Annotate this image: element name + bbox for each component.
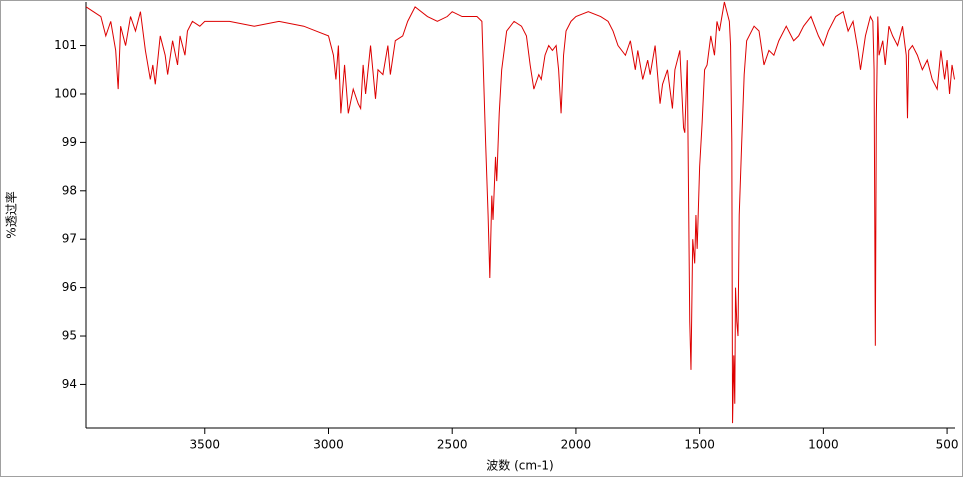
y-tick-label: 99	[62, 135, 77, 149]
y-axis-label: %透过率	[4, 191, 19, 238]
x-tick-label: 3500	[189, 438, 220, 452]
x-axis-label: 波数 (cm-1)	[486, 458, 553, 473]
x-tick-label: 2000	[561, 438, 592, 452]
x-tick-label: 1000	[808, 438, 839, 452]
x-tick-label: 2500	[437, 438, 468, 452]
y-tick-label: 98	[62, 183, 77, 197]
y-tick-label: 97	[62, 232, 77, 246]
y-tick-label: 101	[54, 38, 77, 52]
x-tick-label: 3000	[313, 438, 344, 452]
y-tick-label: 100	[54, 86, 77, 100]
y-tick-label: 94	[62, 377, 77, 391]
y-tick-label: 96	[62, 280, 77, 294]
x-tick-label: 1500	[684, 438, 715, 452]
y-tick-label: 95	[62, 329, 77, 343]
x-tick-label: 500	[936, 438, 959, 452]
spectrum-line	[85, 1, 956, 424]
